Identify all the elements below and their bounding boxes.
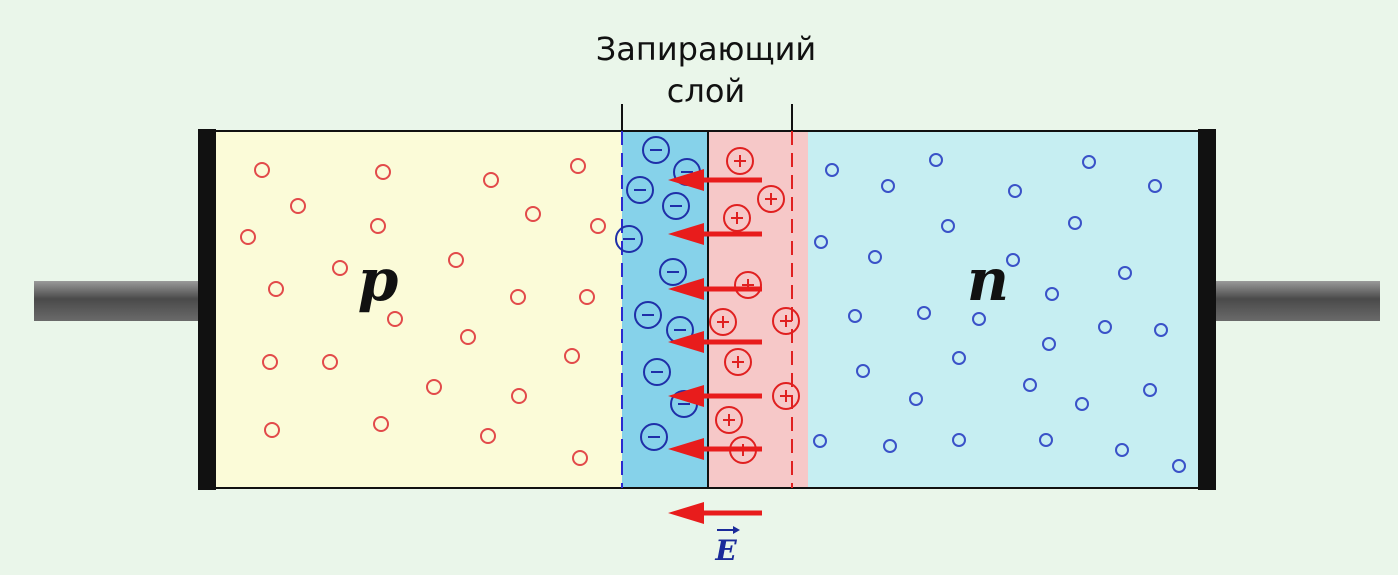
electron-icon [1042,337,1056,351]
negative-ion-icon [634,301,662,329]
electron-icon [1082,155,1096,169]
negative-ion-icon [643,358,671,386]
hole-icon [262,354,278,370]
holes-group [240,158,606,466]
negative-ion-icon [659,258,687,286]
hole-icon [373,416,389,432]
positive-ion-icon [772,382,800,410]
electron-icon [825,163,839,177]
right-contact-plate [1198,129,1216,490]
electron-icon [868,250,882,264]
negative-ion-icon [615,225,643,253]
hole-icon [525,206,541,222]
electron-icon [941,219,955,233]
negative-ion-icon [642,136,670,164]
right-lead-wire [1214,281,1380,321]
hole-icon [254,162,270,178]
hole-icon [264,422,280,438]
electron-icon [1172,459,1186,473]
hole-icon [290,198,306,214]
electron-icon [1045,287,1059,301]
hole-icon [510,289,526,305]
electron-icon [856,364,870,378]
n-region-label: n [967,246,1009,314]
field-vector-arrowhead-icon [733,526,740,534]
electron-icon [883,439,897,453]
positive-ion-icon [772,307,800,335]
electron-icon [952,433,966,447]
hole-icon [590,218,606,234]
electron-icon [881,179,895,193]
depletion-layer-title-line1: Запирающий [596,30,816,68]
negative-ion-icon [662,192,690,220]
field-arrow-icon [668,223,762,245]
hole-icon [572,450,588,466]
hole-icon [370,218,386,234]
field-arrow-icon [668,331,762,353]
hole-icon [332,260,348,276]
electrons-group [813,153,1186,473]
electron-icon [952,351,966,365]
electron-icon [813,434,827,448]
electron-icon [1118,266,1132,280]
positive-ion-icon [734,271,762,299]
field-arrows-group [668,169,762,460]
hole-icon [375,164,391,180]
electron-icon [814,235,828,249]
field-arrow-icon [668,278,762,300]
electron-icon [972,312,986,326]
electron-icon [1154,323,1168,337]
hole-icon [460,329,476,345]
field-arrow-head-icon [668,502,704,524]
positive-ion-icon [724,348,752,376]
positive-ion-icon [723,204,751,232]
field-arrow-icon [668,438,762,460]
electron-icon [1006,253,1020,267]
electron-icon [1008,184,1022,198]
electron-icon [1148,179,1162,193]
electron-icon [1098,320,1112,334]
electric-field-label: E [714,534,737,567]
field-arrow-icon [668,169,762,191]
external-field-arrow [668,502,762,524]
electron-icon [1068,216,1082,230]
positive-ion-icon [715,406,743,434]
electron-icon [1115,443,1129,457]
hole-icon [268,281,284,297]
hole-icon [448,252,464,268]
p-region-label: p [358,246,399,314]
hole-icon [480,428,496,444]
n-region [808,131,1200,488]
left-lead-wire [34,281,200,321]
p-region [214,131,622,488]
hole-icon [322,354,338,370]
electron-icon [1039,433,1053,447]
negative-ions-group [615,136,701,451]
electron-icon [1075,397,1089,411]
positive-ion-icon [757,185,785,213]
positive-ion-icon [726,147,754,175]
electron-icon [848,309,862,323]
negative-ion-icon [640,423,668,451]
electron-icon [1023,378,1037,392]
hole-icon [240,229,256,245]
depletion-layer-title-line2: слой [667,72,745,110]
hole-icon [570,158,586,174]
hole-icon [387,311,403,327]
hole-icon [564,348,580,364]
electron-icon [929,153,943,167]
hole-icon [483,172,499,188]
positive-ion-icon [709,308,737,336]
electron-icon [1143,383,1157,397]
hole-icon [579,289,595,305]
hole-icon [426,379,442,395]
negative-ion-icon [626,176,654,204]
left-contact-plate [198,129,216,490]
hole-icon [511,388,527,404]
field-arrow-icon [668,385,762,407]
electron-icon [909,392,923,406]
electron-icon [917,306,931,320]
